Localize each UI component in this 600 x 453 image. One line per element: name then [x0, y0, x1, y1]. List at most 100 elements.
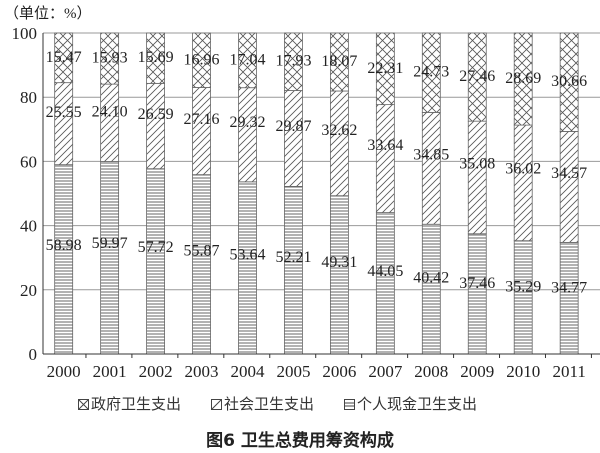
data-label: 36.02: [505, 161, 541, 178]
data-label: 17.93: [275, 53, 311, 70]
bar-segment: [100, 32, 120, 85]
y-tick-label: 20: [20, 281, 37, 300]
data-label: 35.29: [505, 279, 541, 296]
x-tick-label: 2001: [93, 362, 127, 381]
bar-segment: [375, 104, 395, 213]
bar-segment: [238, 32, 257, 89]
data-label: 49.31: [321, 254, 357, 271]
y-tick-label: 80: [20, 88, 37, 107]
legend-label: 政府卫生支出: [91, 397, 182, 413]
x-tick-label: 2011: [552, 362, 585, 381]
horizontal-lines-swatch-icon: [344, 399, 356, 410]
bar-segment: [467, 120, 487, 235]
data-label: 26.59: [138, 106, 174, 123]
chart-title: 图6 卫生总费用筹资构成: [206, 431, 394, 451]
data-label: 16.96: [184, 51, 220, 68]
x-tick-label: 2004: [230, 362, 265, 381]
bar-segment: [100, 161, 120, 355]
bar-segment: [192, 87, 211, 176]
data-label: 22.31: [367, 60, 403, 77]
y-tick-label: 60: [20, 152, 37, 171]
data-label: 59.97: [92, 235, 128, 252]
data-label: 32.62: [321, 122, 357, 139]
bar-segment: [467, 233, 487, 355]
data-label: 15.47: [46, 49, 82, 66]
data-label: 55.87: [184, 242, 220, 259]
x-tick-label: 2000: [47, 362, 81, 381]
bar-segment: [375, 212, 395, 355]
bar-segment: [284, 90, 303, 187]
x-tick-label: 2006: [322, 362, 356, 381]
x-tick-label: 2010: [506, 362, 540, 381]
x-tick-label: 2007: [368, 362, 403, 381]
x-tick-label: 2008: [414, 362, 448, 381]
data-label: 37.46: [459, 275, 495, 292]
data-label: 24.10: [92, 104, 128, 121]
data-label: 52.21: [275, 249, 311, 266]
unit-label: （单位：%）: [4, 6, 92, 22]
bar-segment: [375, 32, 395, 106]
bar-segment: [513, 124, 533, 242]
bar-segment: [54, 82, 74, 166]
y-tick-label: 40: [20, 217, 37, 236]
data-label: 29.87: [275, 118, 311, 135]
stacked-bar-chart: 58.98 25.55 15.47 59.97 24.10 15.93 57.72 26.59…: [12, 24, 600, 381]
data-label: 15.93: [92, 50, 128, 67]
data-label: 25.55: [46, 104, 82, 121]
x-tick-label: 2005: [276, 362, 310, 381]
bar-segment: [559, 241, 579, 355]
bar-segment: [146, 82, 165, 170]
data-label: 18.07: [321, 53, 357, 70]
data-label: 58.98: [46, 237, 82, 254]
data-label: 24.73: [413, 64, 449, 81]
bar-segment: [192, 32, 211, 88]
bar-segment: [284, 32, 303, 91]
x-tick-label: 2002: [139, 362, 173, 381]
legend-item-social: 社会卫生支出: [211, 393, 314, 414]
data-label: 15.69: [138, 49, 174, 66]
bar-segment: [559, 131, 579, 243]
legend-label: 个人现金卫生支出: [357, 397, 478, 413]
bar-segment: [54, 32, 74, 84]
data-label: 34.85: [413, 146, 449, 163]
bar-segment: [284, 186, 303, 355]
bar-segment: [192, 174, 211, 355]
bar-segment: [421, 32, 441, 113]
y-tick-label: 0: [29, 345, 38, 364]
data-label: 34.77: [551, 280, 587, 297]
bar-segment: [559, 32, 579, 132]
data-label: 34.57: [551, 165, 587, 182]
data-label: 40.42: [413, 270, 449, 287]
data-label: 17.04: [229, 51, 265, 68]
bar-segment: [146, 32, 165, 84]
legend-item-government: 政府卫生支出: [78, 393, 181, 414]
legend-item-personal: 个人现金卫生支出: [344, 393, 477, 414]
bar-segment: [146, 168, 165, 355]
bar-segment: [238, 87, 257, 183]
cross-hatch-swatch-icon: [78, 399, 89, 410]
bar-segment: [421, 111, 441, 225]
data-label: 53.64: [229, 246, 265, 263]
bar-segment: [238, 181, 257, 355]
bar-segment: [329, 32, 349, 92]
bar-segment: [329, 195, 349, 355]
diagonal-swatch-icon: [211, 399, 223, 410]
data-label: 35.08: [459, 155, 495, 172]
bar-segment: [513, 32, 533, 126]
data-label: 30.66: [551, 73, 587, 90]
x-tick-label: 2009: [460, 362, 494, 381]
bar-segment: [421, 223, 441, 355]
data-label: 27.46: [459, 68, 495, 85]
data-label: 44.05: [367, 263, 403, 280]
bar-segment: [467, 32, 487, 122]
bar-segment: [100, 83, 120, 162]
bar-segment: [54, 164, 74, 355]
legend-label: 社会卫生支出: [224, 397, 315, 413]
y-tick-label: 100: [12, 24, 38, 43]
bar-segment: [329, 90, 349, 197]
data-label: 28.69: [505, 70, 541, 87]
data-label: 33.64: [367, 137, 403, 154]
data-label: 27.16: [184, 111, 220, 128]
bar-segment: [513, 240, 533, 355]
x-tick-label: 2003: [185, 362, 219, 381]
